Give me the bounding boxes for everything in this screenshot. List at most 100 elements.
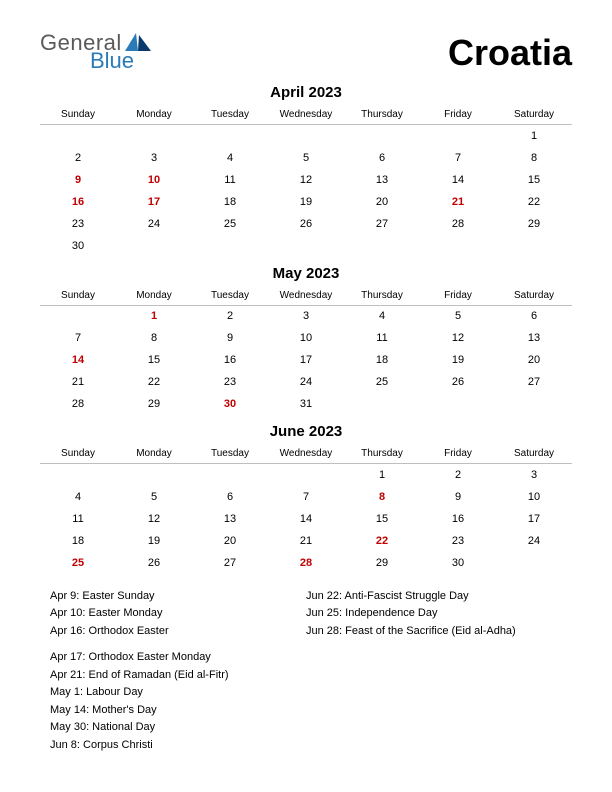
calendar-cell: 19: [268, 191, 344, 213]
weekday-header: Wednesday: [268, 444, 344, 464]
calendar-cell: 29: [344, 552, 420, 574]
calendar-cell: 5: [268, 147, 344, 169]
calendar-cell: 17: [496, 508, 572, 530]
month-block: May 2023SundayMondayTuesdayWednesdayThur…: [40, 265, 572, 416]
weekday-header: Monday: [116, 286, 192, 306]
logo: General Blue: [40, 32, 151, 72]
holiday-list-right: Jun 22: Anti-Fascist Struggle DayJun 25:…: [306, 588, 562, 755]
calendar-cell-empty: [344, 393, 420, 415]
holiday-list-left: Apr 9: Easter SundayApr 10: Easter Monda…: [50, 588, 306, 755]
weekday-header: Wednesday: [268, 105, 344, 125]
holiday-entry: Apr 17: Orthodox Easter Monday: [50, 649, 306, 666]
weekday-header: Monday: [116, 105, 192, 125]
calendar-cell: 16: [192, 349, 268, 371]
calendar-cell: 27: [344, 213, 420, 235]
calendar-cell: 20: [192, 530, 268, 552]
calendar-cell: 10: [268, 327, 344, 349]
calendar-cell: 5: [420, 305, 496, 327]
calendar-cell: 9: [420, 486, 496, 508]
calendar-cell: 12: [116, 508, 192, 530]
calendar-cell-empty: [40, 464, 116, 486]
calendar-cell: 22: [344, 530, 420, 552]
calendar-cell: 24: [496, 530, 572, 552]
calendar-cell: 2: [420, 464, 496, 486]
weekday-header: Thursday: [344, 286, 420, 306]
calendar-cell: 28: [40, 393, 116, 415]
calendar-cell: 8: [116, 327, 192, 349]
holiday-entry: May 30: National Day: [50, 719, 306, 736]
calendar-cell: 26: [420, 371, 496, 393]
calendar-cell: 15: [496, 169, 572, 191]
calendar-cell-empty: [420, 393, 496, 415]
month-title: June 2023: [40, 423, 572, 440]
weekday-header: Saturday: [496, 286, 572, 306]
holiday-entry: May 1: Labour Day: [50, 684, 306, 701]
calendar-cell: 6: [192, 486, 268, 508]
calendar-cell-empty: [192, 464, 268, 486]
calendar-cell: 3: [268, 305, 344, 327]
calendar-cell: 13: [192, 508, 268, 530]
calendar-cell: 23: [420, 530, 496, 552]
calendar-cell: 9: [40, 169, 116, 191]
calendar-cell: 21: [420, 191, 496, 213]
calendar-table: SundayMondayTuesdayWednesdayThursdayFrid…: [40, 286, 572, 416]
calendar-cell: 26: [268, 213, 344, 235]
weekday-header: Friday: [420, 444, 496, 464]
calendar-cell: 11: [192, 169, 268, 191]
country-title: Croatia: [448, 32, 572, 74]
calendar-cell: 22: [496, 191, 572, 213]
calendar-cell: 21: [268, 530, 344, 552]
calendar-cell: 23: [40, 213, 116, 235]
calendar-cell: 11: [40, 508, 116, 530]
calendar-cell-empty: [192, 125, 268, 147]
weekday-header: Tuesday: [192, 444, 268, 464]
weekday-header: Sunday: [40, 444, 116, 464]
calendar-cell: 2: [40, 147, 116, 169]
holiday-entry: Jun 8: Corpus Christi: [50, 737, 306, 754]
calendar-cell: 18: [192, 191, 268, 213]
calendar-cell: 24: [116, 213, 192, 235]
weekday-header: Sunday: [40, 286, 116, 306]
calendar-cell: 25: [344, 371, 420, 393]
calendar-cell: 3: [116, 147, 192, 169]
calendar-cell: 10: [116, 169, 192, 191]
calendar-cell: 3: [496, 464, 572, 486]
calendar-cell: 7: [40, 327, 116, 349]
calendar-cell-empty: [116, 125, 192, 147]
calendar-cell: 28: [268, 552, 344, 574]
holiday-entry: May 14: Mother's Day: [50, 702, 306, 719]
holidays-section: Apr 9: Easter SundayApr 10: Easter Monda…: [40, 588, 572, 755]
calendar-cell: 19: [116, 530, 192, 552]
calendar-cell: 31: [268, 393, 344, 415]
calendar-cell-empty: [344, 125, 420, 147]
calendar-cell: 1: [496, 125, 572, 147]
weekday-header: Friday: [420, 105, 496, 125]
calendar-cell: 1: [344, 464, 420, 486]
calendar-cell-empty: [116, 464, 192, 486]
calendar-cell: 29: [496, 213, 572, 235]
holiday-entry: Jun 28: Feast of the Sacrifice (Eid al-A…: [306, 623, 562, 640]
calendar-cell-empty: [268, 235, 344, 257]
calendar-cell: 1: [116, 305, 192, 327]
calendar-cell: 12: [420, 327, 496, 349]
weekday-header: Monday: [116, 444, 192, 464]
calendar-cell: 22: [116, 371, 192, 393]
calendar-table: SundayMondayTuesdayWednesdayThursdayFrid…: [40, 444, 572, 574]
calendar-cell-empty: [40, 305, 116, 327]
calendar-cell: 23: [192, 371, 268, 393]
calendar-cell: 21: [40, 371, 116, 393]
calendar-cell: 30: [192, 393, 268, 415]
calendar-cell: 25: [192, 213, 268, 235]
calendar-cell-empty: [40, 125, 116, 147]
calendar-cell-empty: [420, 235, 496, 257]
weekday-header: Saturday: [496, 444, 572, 464]
calendar-cell: 17: [268, 349, 344, 371]
calendar-cell: 27: [192, 552, 268, 574]
header: General Blue Croatia: [40, 32, 572, 74]
calendar-cell: 11: [344, 327, 420, 349]
holiday-entry: Apr 21: End of Ramadan (Eid al-Fitr): [50, 667, 306, 684]
calendar-table: SundayMondayTuesdayWednesdayThursdayFrid…: [40, 105, 572, 257]
calendar-cell: 26: [116, 552, 192, 574]
calendar-cell: 7: [268, 486, 344, 508]
weekday-header: Tuesday: [192, 286, 268, 306]
